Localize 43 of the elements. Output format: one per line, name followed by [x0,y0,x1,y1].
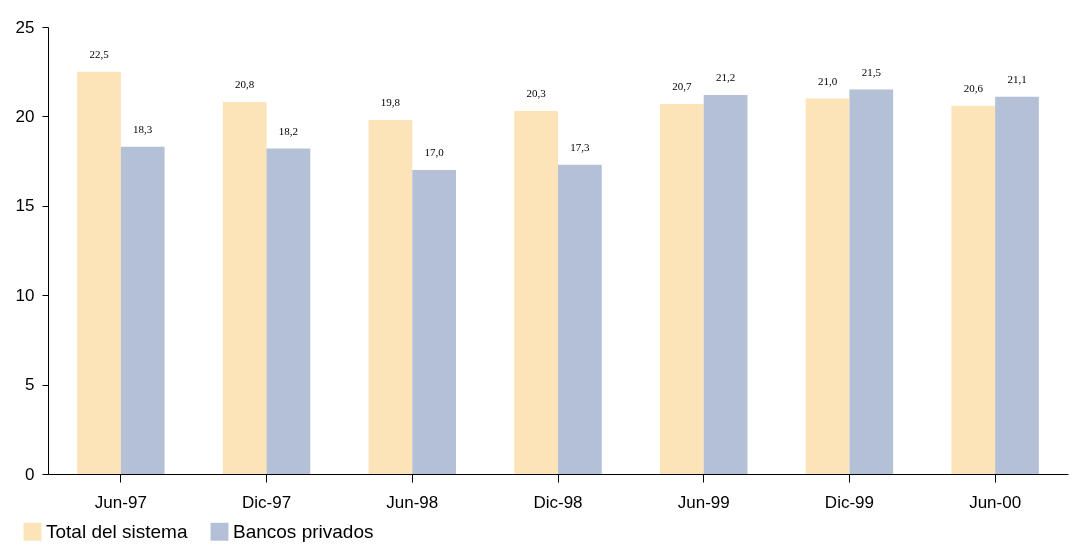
data-label: 18,2 [278,124,299,137]
y-tick-label: 20 [15,106,35,126]
bar [558,164,602,474]
data-label: 20,8 [235,78,255,91]
y-tick-label: 25 [15,17,35,37]
bar [805,98,850,474]
data-label: 17,3 [570,140,590,153]
data-label: 20,6 [963,81,984,94]
bar [995,96,1039,474]
x-tick-label: Jun-99 [677,492,730,512]
data-label: 21,2 [715,70,736,83]
x-tick-label: Dic-98 [533,492,583,512]
x-tick-label: Dic-99 [824,492,874,512]
y-tick-label: 5 [25,375,35,395]
bar [849,89,894,474]
data-label: 21,0 [817,74,838,87]
legend-label: Bancos privados [233,520,374,542]
bar [514,111,558,474]
data-label: 18,3 [133,122,153,135]
bar [412,170,456,474]
data-label: 19,8 [380,95,401,108]
data-label: 17,0 [424,146,445,159]
data-label: 21,1 [1007,72,1027,85]
data-label: 21,5 [861,65,882,78]
bar [222,102,267,474]
y-tick-label: 15 [15,196,35,216]
legend-label: Total del sistema [46,520,188,542]
bar [660,103,704,474]
bar [120,146,165,474]
bar [266,148,311,474]
x-tick-label: Dic-97 [242,492,292,512]
bar [703,94,748,474]
y-tick-label: 0 [25,464,35,484]
bar [951,105,996,474]
data-label: 20,7 [672,79,692,92]
x-tick-label: Jun-00 [969,492,1022,512]
bar [77,71,121,474]
bar [368,119,413,474]
y-tick-label: 10 [15,285,35,305]
data-label: 20,3 [526,87,547,100]
x-tick-label: Jun-98 [386,492,439,512]
x-tick-label: Jun-97 [94,492,147,512]
data-label: 22,5 [89,47,110,60]
